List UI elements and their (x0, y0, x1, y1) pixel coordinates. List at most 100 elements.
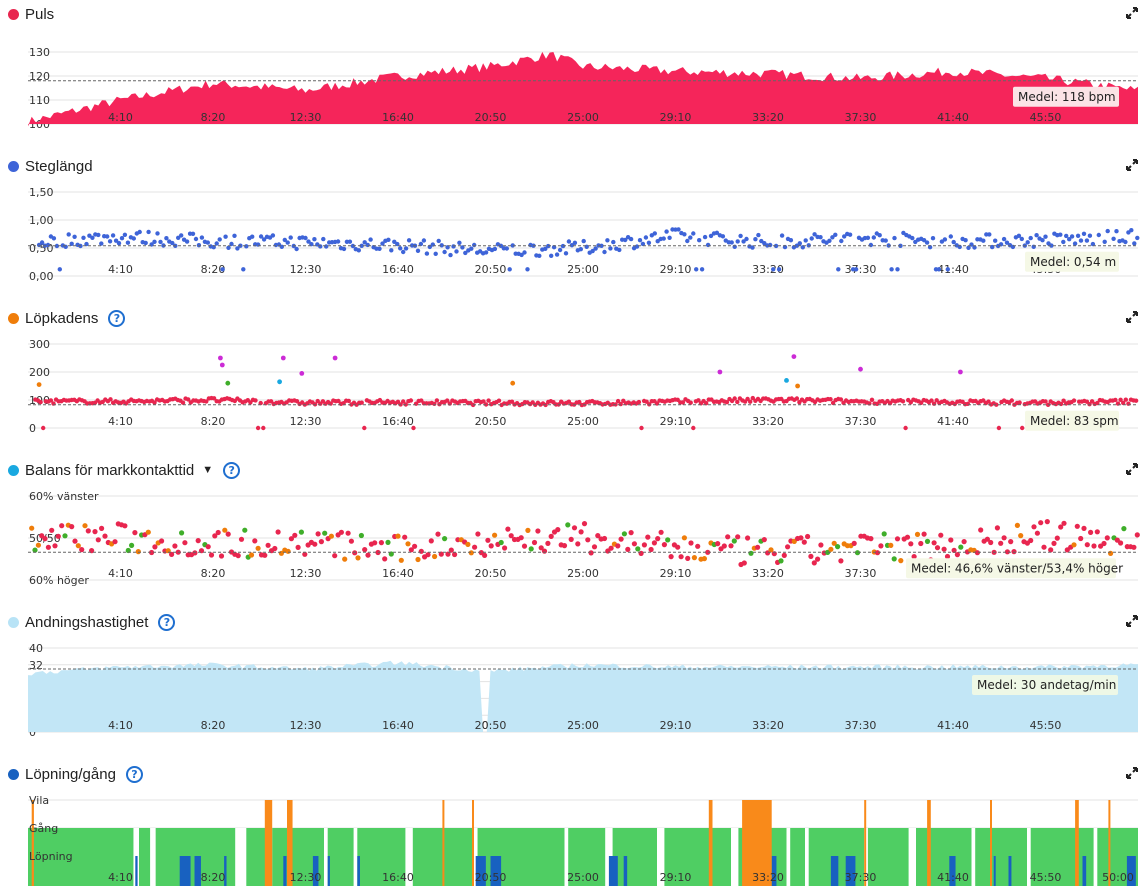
kadens-point (1113, 397, 1118, 403)
help-icon[interactable]: ? (223, 461, 241, 479)
lopning-gang-chart[interactable]: Vila Gång Löpning 4:10 8:20 12:30 16:40 20:50 25… (0, 760, 1147, 896)
balans-point (701, 556, 708, 562)
balans-point (32, 547, 38, 553)
balans-point (978, 527, 984, 533)
expand-icon[interactable] (1125, 158, 1139, 172)
balans-point (52, 543, 58, 549)
andning-chart[interactable]: 40322416804:108:2012:3016:4020:5025:0029… (0, 608, 1147, 760)
kadens-point (1123, 397, 1129, 402)
steglangd-point (812, 232, 817, 237)
y-tick-label: 40 (29, 642, 43, 655)
balans-point (585, 537, 591, 543)
balans-point (854, 550, 861, 556)
balans-point (535, 528, 541, 534)
kadens-point (218, 355, 223, 361)
y-tick-label: 32 (29, 659, 43, 672)
steglangd-point (439, 243, 444, 248)
expand-icon[interactable] (1125, 310, 1139, 324)
balans-point (272, 545, 278, 552)
balans-point (1054, 535, 1060, 541)
balans-point (79, 547, 85, 553)
balans-point (145, 529, 151, 535)
kadens-point (483, 402, 489, 407)
lopning-segment (771, 856, 777, 886)
steglangd-point (164, 236, 169, 241)
y-tick-label: 200 (29, 366, 50, 379)
balans-point (608, 545, 614, 551)
x-tick-label: 20:50 (475, 719, 507, 732)
balans-point (498, 539, 504, 546)
balans-point (891, 556, 897, 562)
balans-point (521, 543, 528, 549)
steglangd-point (214, 241, 219, 246)
kadens-point (830, 400, 836, 406)
steglangd-point (1075, 233, 1081, 238)
expand-icon[interactable] (1125, 766, 1139, 780)
steglangd-point (116, 241, 122, 246)
balans-point (59, 523, 65, 529)
kadens-point (691, 425, 696, 431)
balans-point (601, 535, 608, 542)
steglangd-point (143, 240, 148, 246)
gap-segment (971, 828, 976, 886)
balans-point (408, 547, 414, 553)
steglangd-chart[interactable]: 1,501,000,500,004:10 8:20 12:30 16:40 20:50 2… (0, 152, 1147, 304)
steglangd-point (1064, 233, 1069, 239)
lopkadens-chart[interactable]: 30020010004:108:2012:3016:4020:5025:0029… (0, 304, 1147, 456)
balans-chart[interactable]: 60% vänster50/5060% höger4:108:2012:3016… (0, 456, 1147, 608)
balans-point (102, 533, 108, 539)
steglangd-point (676, 227, 681, 232)
y-tick-label: 0,00 (29, 270, 54, 283)
balans-point (851, 540, 857, 546)
lopning-segment (224, 856, 227, 886)
lopning-segment (830, 856, 839, 886)
steglangd-point (241, 267, 246, 272)
kadens-point (1061, 398, 1066, 403)
balans-point (888, 542, 894, 548)
balans-point (238, 536, 245, 542)
x-tick-label: 25:00 (567, 111, 599, 124)
steglangd-point (421, 238, 427, 243)
kadens-point (299, 371, 305, 376)
balans-point (362, 547, 368, 553)
help-icon[interactable]: ? (108, 309, 126, 327)
balans-point (1091, 543, 1097, 549)
steglangd-point (640, 241, 646, 247)
x-tick-label: 41:40 (937, 263, 969, 276)
balans-point (222, 527, 228, 533)
expand-icon[interactable] (1125, 6, 1139, 20)
balans-point (45, 544, 52, 550)
x-tick-label: 20:50 (475, 263, 507, 276)
steglangd-point (377, 246, 382, 251)
balans-point (938, 532, 944, 538)
lopning-segment (312, 856, 319, 886)
balans-point (465, 541, 471, 547)
balans-point (961, 539, 967, 545)
balans-point (645, 534, 651, 540)
steglangd-point (270, 233, 276, 238)
steglangd-point (1081, 231, 1087, 236)
steglangd-point (110, 233, 116, 238)
panel-title: Löpning/gång (25, 765, 116, 783)
panel-header: Balans för markkontakttid ▼ ? (8, 460, 241, 480)
balans-point (398, 557, 404, 563)
balans-point (1061, 520, 1067, 526)
x-tick-label: 16:40 (382, 111, 414, 124)
dropdown-caret-icon[interactable]: ▼ (202, 464, 214, 476)
kadens-point (748, 399, 753, 404)
balans-point (924, 538, 931, 544)
help-icon[interactable]: ? (158, 613, 176, 631)
expand-icon[interactable] (1125, 462, 1139, 476)
kadens-point (745, 396, 750, 402)
average-label: Medel: 46,6% vänster/53,4% höger (911, 561, 1123, 575)
series-dot-icon (8, 160, 19, 172)
steglangd-point (788, 238, 794, 243)
expand-icon[interactable] (1125, 614, 1139, 628)
balans-point (874, 550, 881, 556)
help-icon[interactable]: ? (125, 765, 143, 783)
kadens-point (401, 399, 406, 404)
y-tick-label: 60% vänster (29, 490, 99, 503)
kadens-point (1043, 399, 1048, 404)
x-tick-label: 41:40 (937, 719, 969, 732)
